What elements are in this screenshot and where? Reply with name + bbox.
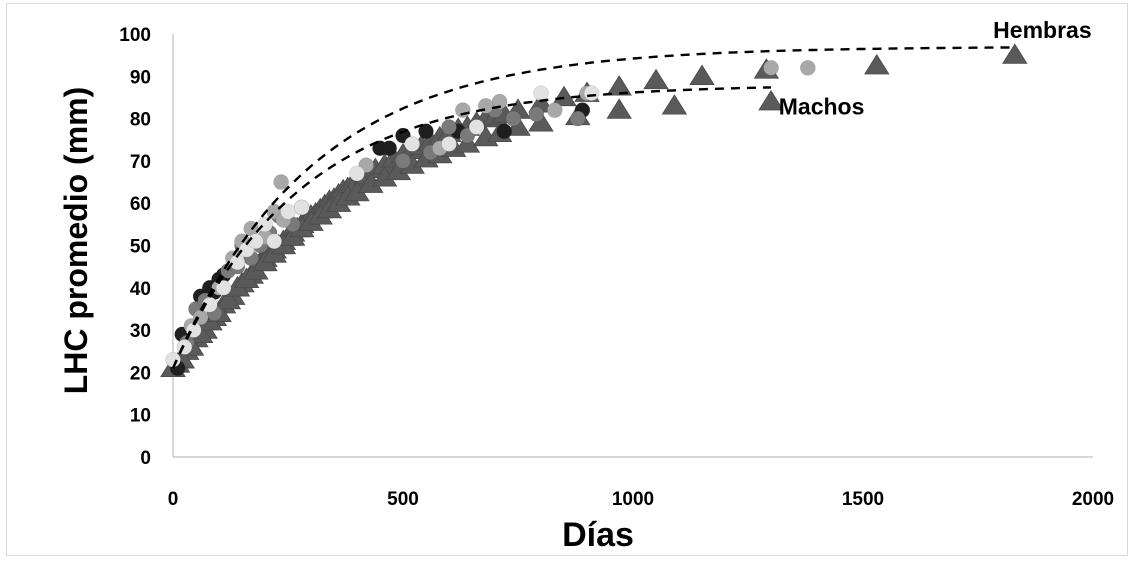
observados-4-circle-point bbox=[215, 279, 232, 296]
y-tick-label: 0 bbox=[140, 448, 151, 469]
observados-4-circle-point bbox=[293, 199, 310, 216]
hembras-fit-curve bbox=[171, 46, 1015, 369]
y-axis-title: LHC promedio (mm) bbox=[58, 87, 94, 395]
hembras-triangle-point bbox=[551, 85, 577, 107]
x-tick-label: 1500 bbox=[842, 489, 884, 510]
x-tick-labels: 0 500 1000 1500 2000 bbox=[168, 489, 1114, 510]
y-tick-labels: 0 10 20 30 40 50 60 70 80 90 100 bbox=[119, 25, 151, 469]
observados-2-circle-point bbox=[395, 153, 411, 169]
hembras-triangle-point bbox=[643, 68, 669, 90]
observados-4-circle-point bbox=[266, 233, 283, 250]
observados-4-circle-point bbox=[583, 85, 600, 102]
observados-4-circle-point bbox=[468, 119, 485, 135]
annotation-machos: Machos bbox=[779, 93, 865, 119]
machos-fit-curve bbox=[171, 86, 772, 369]
y-tick-label: 10 bbox=[130, 406, 151, 427]
annotation-hembras: Hembras bbox=[993, 17, 1091, 43]
observados-4-circle-point bbox=[280, 203, 296, 220]
y-tick-label: 30 bbox=[130, 321, 151, 342]
observados-1-circle-point bbox=[381, 140, 398, 157]
observados-2-circle-point bbox=[441, 119, 457, 135]
x-axis-title: Días bbox=[562, 516, 634, 554]
observados-4-circle-point bbox=[165, 351, 181, 368]
y-tick-label: 60 bbox=[130, 194, 151, 215]
observados-4-circle-point bbox=[533, 85, 549, 102]
y-tick-label: 40 bbox=[130, 279, 151, 300]
observados-3-circle-point bbox=[454, 102, 471, 118]
machos-triangle-point bbox=[606, 98, 632, 119]
y-tick-label: 20 bbox=[130, 363, 151, 384]
observados-2-circle-point bbox=[528, 106, 545, 123]
y-tick-label: 90 bbox=[130, 67, 151, 88]
x-tick-label: 1000 bbox=[612, 489, 654, 510]
hembras-triangle-point bbox=[689, 64, 715, 85]
machos-triangle-point bbox=[758, 89, 784, 111]
hembras-triangle-point bbox=[864, 53, 890, 75]
observados-4-circle-point bbox=[404, 136, 421, 152]
observados-2-circle-point bbox=[505, 110, 522, 127]
fitted-curves bbox=[171, 46, 1015, 369]
axes bbox=[172, 34, 1093, 458]
observados-1-circle-point bbox=[418, 123, 434, 140]
observados-3-circle-point bbox=[799, 60, 816, 76]
observados-1-circle-point bbox=[496, 123, 513, 140]
x-tick-label: 0 bbox=[168, 489, 179, 510]
x-tick-label: 500 bbox=[387, 489, 419, 510]
y-tick-label: 100 bbox=[119, 25, 151, 46]
observados-3-circle-point bbox=[273, 174, 289, 190]
observados-4-circle-point bbox=[441, 136, 457, 152]
observados-2-circle-point bbox=[569, 110, 586, 127]
y-tick-label: 80 bbox=[130, 110, 151, 131]
y-tick-label: 70 bbox=[130, 152, 151, 173]
machos-triangle-point bbox=[215, 288, 241, 310]
hembras-triangle-point bbox=[1002, 43, 1028, 64]
annotations: Hembras Machos bbox=[779, 17, 1092, 119]
x-tick-label: 2000 bbox=[1072, 489, 1114, 510]
observados-3-circle-point bbox=[546, 102, 563, 118]
data-points bbox=[160, 43, 1028, 377]
observados-3-circle-point bbox=[491, 93, 508, 110]
observados-4-circle-point bbox=[349, 165, 365, 182]
observados-4-circle-point bbox=[248, 233, 264, 250]
hembras-triangle-point bbox=[606, 75, 632, 96]
machos-triangle-point bbox=[661, 94, 688, 115]
y-tick-label: 50 bbox=[130, 237, 151, 258]
observados-3-circle-point bbox=[763, 60, 779, 76]
observados-4-circle-point bbox=[202, 296, 218, 313]
